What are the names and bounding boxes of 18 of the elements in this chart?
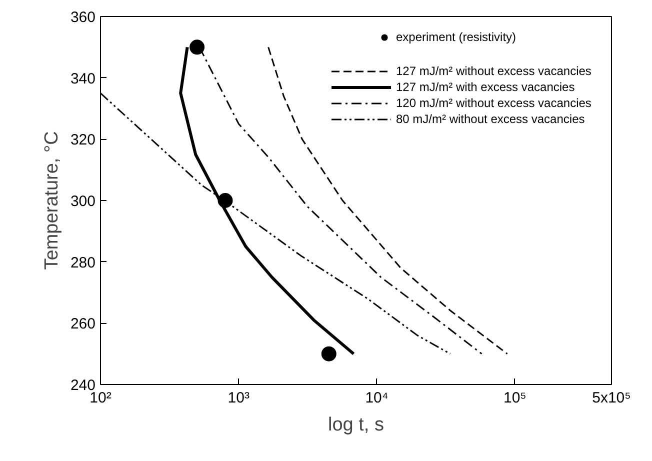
x-tick-label: 10² [90, 390, 112, 406]
y-tick-label: 280 [70, 254, 96, 272]
legend-label: experiment (resistivity) [396, 30, 516, 44]
legend-label: 127 mJ/m² without excess vacancies [396, 64, 592, 78]
x-tick-label: 10³ [228, 390, 250, 406]
y-tick-label: 360 [70, 9, 96, 26]
x-axis-title: log t, s [328, 414, 384, 436]
legend-label: 80 mJ/m² without excess vacancies [396, 112, 585, 126]
y-tick-label: 260 [70, 316, 96, 333]
x-tick-label: 10⁵ [503, 390, 526, 406]
x-tick-label: 5x10⁵ [592, 390, 631, 406]
y-tick-label: 300 [70, 193, 96, 210]
y-axis-title: Temperature, °C [41, 131, 62, 270]
legend-label: 120 mJ/m² without excess vacancies [396, 96, 592, 110]
y-tick-label: 340 [70, 70, 96, 88]
y-tick-label: 320 [70, 132, 96, 149]
legend-label: 127 mJ/m² with excess vacancies [396, 80, 575, 94]
x-tick-label: 10⁴ [365, 390, 388, 406]
